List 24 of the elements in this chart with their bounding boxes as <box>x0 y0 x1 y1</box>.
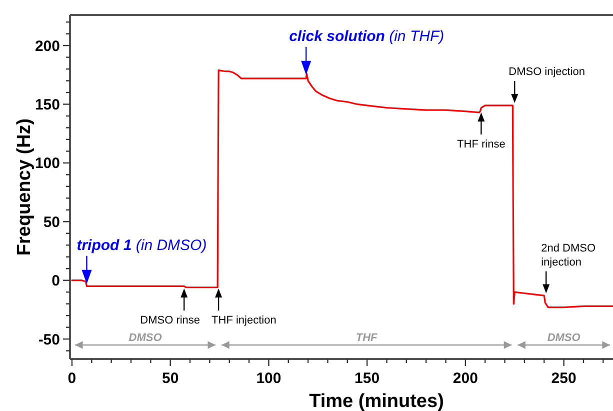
y-axis-title: Frequency (Hz) <box>14 118 35 256</box>
y-tick-label: 150 <box>34 96 60 114</box>
x-tick-label: 250 <box>551 370 576 387</box>
x-tick-label: 50 <box>162 370 179 387</box>
y-tick-label: 100 <box>34 155 60 172</box>
annotation: DMSO rinse <box>140 314 200 327</box>
annotation: DMSO injection <box>508 66 586 78</box>
annotation: THF injection <box>212 314 276 327</box>
y-tick-label: 200 <box>34 38 60 55</box>
y-tick-label: 0 <box>52 272 60 290</box>
x-tick-label: 100 <box>256 370 282 387</box>
annotation: click solution (in THF) <box>289 28 444 45</box>
annotation: DMSO <box>547 332 581 344</box>
x-axis-title: Time (minutes) <box>309 391 444 411</box>
x-tick-label: 200 <box>452 370 478 387</box>
annotation: THF <box>356 332 378 344</box>
x-tick-label: 150 <box>354 370 380 387</box>
annotation: DMSO <box>128 332 162 344</box>
annotation: 2nd DMSO injection <box>541 242 596 268</box>
x-tick-label: 0 <box>68 370 76 387</box>
annotation: THF rinse <box>457 138 506 150</box>
annotation: tripod 1 (in DMSO) <box>76 236 207 254</box>
y-tick-label: 50 <box>43 214 60 231</box>
y-tick-label: -50 <box>38 331 60 348</box>
